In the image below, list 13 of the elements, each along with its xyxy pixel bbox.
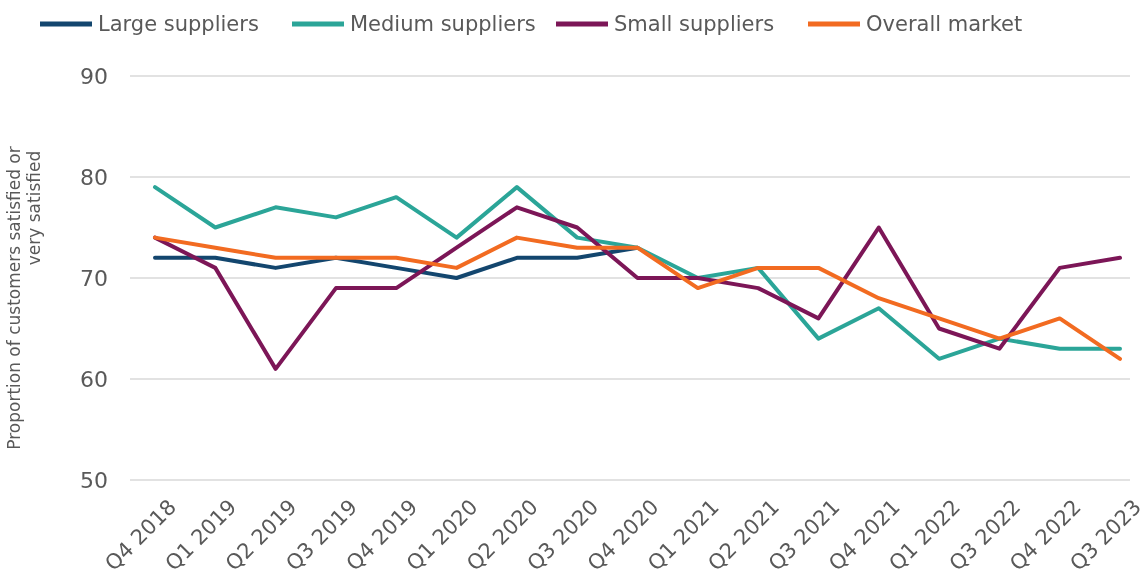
y-tick-label: 50 (80, 467, 108, 493)
legend-label: Medium suppliers (350, 12, 536, 37)
legend-label: Small suppliers (614, 12, 775, 37)
y-axis-title: Proportion of customers satisfied or very satisfied (4, 146, 44, 450)
legend-label: Large suppliers (98, 12, 259, 37)
line-series (153, 205, 1122, 371)
legend-label: Overall market (866, 12, 1023, 37)
y-tick-label: 80 (80, 164, 108, 190)
line-series (153, 235, 1122, 361)
y-tick-label: 60 (80, 366, 108, 392)
line-series (153, 185, 1122, 361)
y-tick-label: 70 (80, 265, 108, 291)
y-tick-label: 90 (80, 63, 108, 89)
